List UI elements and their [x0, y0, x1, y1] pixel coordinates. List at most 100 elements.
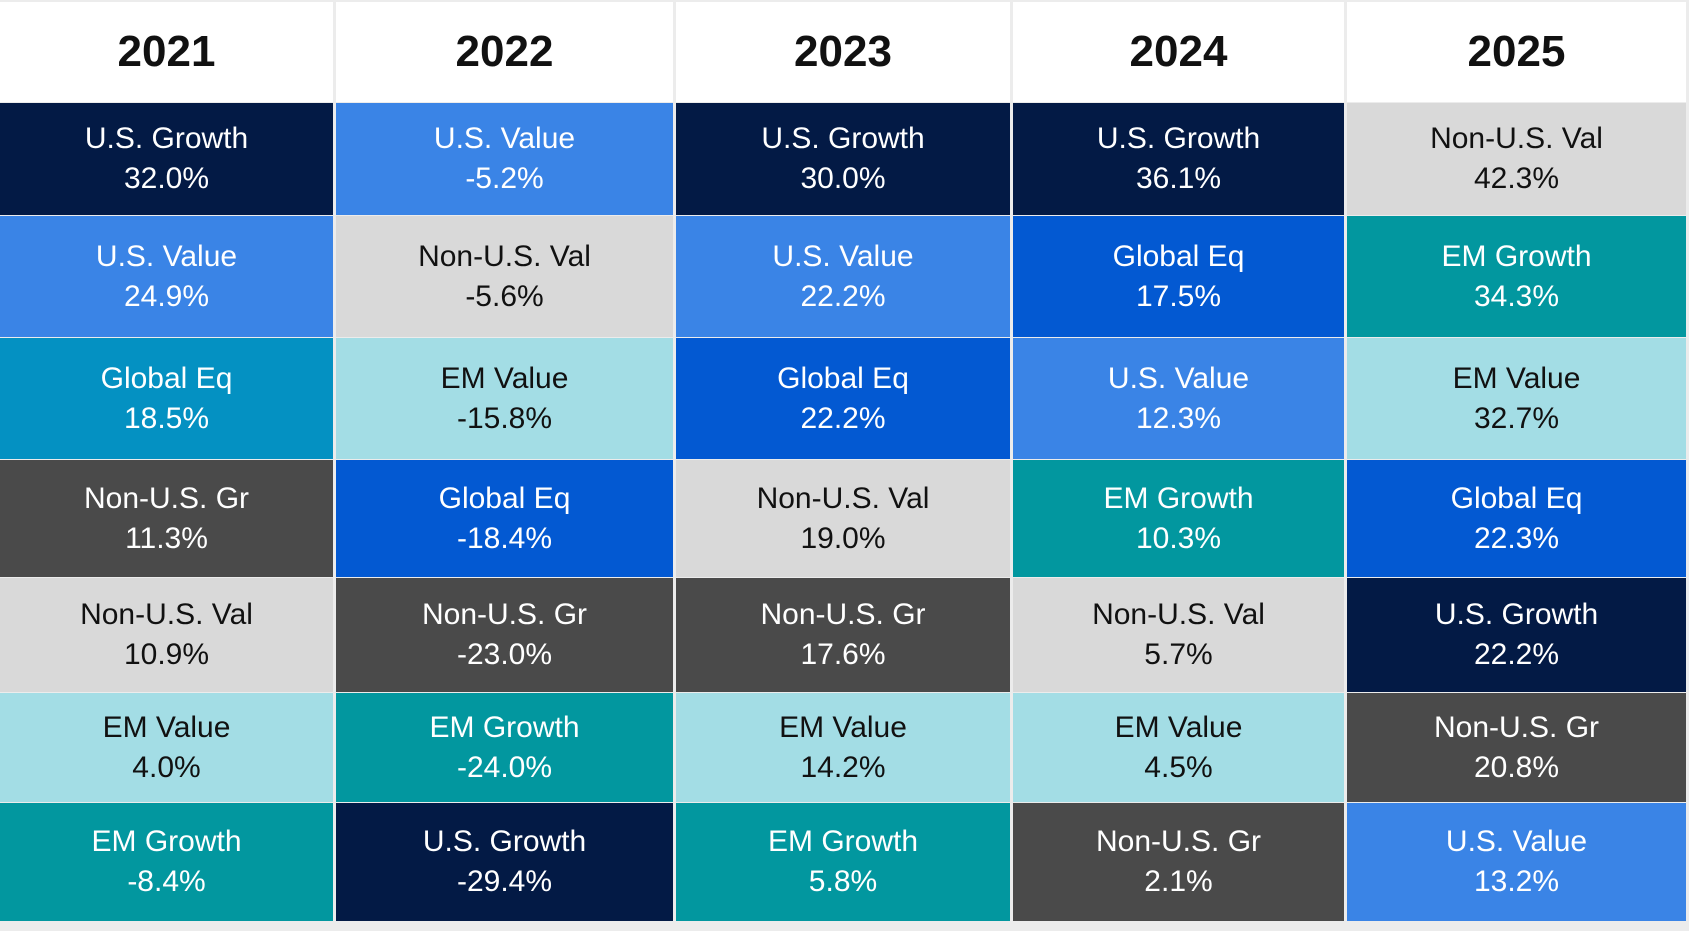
cell-label: Non-U.S. Gr [1095, 825, 1262, 858]
cell-label: EM Growth [1441, 239, 1592, 273]
cell-label: Non-U.S. Val [80, 598, 253, 631]
table-cell-2024-rank-2: Global Eq 17.5% [1013, 216, 1344, 337]
cell-value: 18.5% [123, 401, 210, 435]
cell-label: U.S. Value [1107, 361, 1250, 395]
table-cell-2024-rank-5: Non-U.S. Val 5.7% [1013, 578, 1344, 692]
cell-label: U.S. Growth [422, 825, 587, 858]
table-cell-2022-rank-4: Global Eq -18.4% [336, 460, 673, 577]
cell-label: EM Growth [429, 710, 580, 744]
cell-label: EM Value [440, 361, 569, 395]
cell-value: 2.1% [1144, 865, 1213, 898]
cell-value: -23.0% [456, 638, 553, 671]
cell-value: 20.8% [1473, 750, 1560, 784]
table-cell-2022-rank-1: U.S. Value -5.2% [336, 103, 673, 215]
cell-label: U.S. Growth [1434, 598, 1599, 631]
table-cell-2021-rank-5: Non-U.S. Val 10.9% [0, 578, 333, 692]
cell-value: 5.7% [1144, 638, 1213, 671]
cell-label: Global Eq [438, 481, 571, 515]
cell-label: EM Value [1114, 710, 1243, 744]
table-cell-2021-rank-6: EM Value 4.0% [0, 693, 333, 802]
cell-value: -8.4% [127, 865, 206, 898]
cell-value: 10.9% [123, 638, 210, 671]
cell-label: Non-U.S. Gr [83, 481, 250, 515]
cell-value: 22.2% [800, 279, 886, 313]
cell-value: 5.8% [808, 865, 878, 898]
cell-label: Global Eq [1450, 481, 1583, 515]
table-cell-2025-rank-3: EM Value 32.7% [1347, 338, 1686, 459]
cell-value: 24.9% [123, 279, 210, 313]
cell-label: U.S. Value [95, 239, 238, 273]
cell-label: Non-U.S. Val [1430, 122, 1603, 155]
cell-label: U.S. Growth [761, 122, 925, 155]
cell-label: EM Value [779, 710, 907, 744]
table-cell-2024-rank-3: U.S. Value 12.3% [1013, 338, 1344, 459]
cell-label: U.S. Growth [84, 122, 249, 155]
cell-value: -15.8% [456, 401, 553, 435]
table-cell-2023-rank-5: Non-U.S. Gr 17.6% [676, 578, 1010, 692]
cell-label: Global Eq [777, 361, 909, 395]
cell-value: 34.3% [1473, 279, 1560, 313]
cell-label: EM Value [102, 710, 231, 744]
cell-value: 17.6% [800, 638, 886, 671]
cell-value: 30.0% [800, 162, 886, 195]
table-cell-2022-rank-3: EM Value -15.8% [336, 338, 673, 459]
table-cell-2022-rank-7: U.S. Growth -29.4% [336, 803, 673, 921]
table-cell-2024-rank-4: EM Growth 10.3% [1013, 460, 1344, 577]
cell-value: 13.2% [1473, 865, 1560, 898]
table-cell-2025-rank-7: U.S. Value 13.2% [1347, 803, 1686, 921]
table-cell-2025-rank-4: Global Eq 22.3% [1347, 460, 1686, 577]
table-cell-2022-rank-5: Non-U.S. Gr -23.0% [336, 578, 673, 692]
cell-value: -5.6% [465, 279, 544, 313]
cell-value: 22.2% [800, 401, 886, 435]
cell-value: 10.3% [1135, 521, 1222, 555]
column-header-2022: 2022 [336, 2, 673, 102]
table-cell-2021-rank-7: EM Growth -8.4% [0, 803, 333, 921]
cell-value: 19.0% [800, 521, 886, 555]
cell-value: 32.7% [1473, 401, 1560, 435]
cell-label: EM Growth [767, 825, 919, 858]
cell-label: Non-U.S. Gr [760, 598, 926, 631]
table-cell-2023-rank-1: U.S. Growth 30.0% [676, 103, 1010, 215]
cell-value: 22.2% [1473, 638, 1560, 671]
table-cell-2025-rank-1: Non-U.S. Val 42.3% [1347, 103, 1686, 215]
cell-value: 12.3% [1135, 401, 1222, 435]
table-cell-2021-rank-4: Non-U.S. Gr 11.3% [0, 460, 333, 577]
table-cell-2022-rank-6: EM Growth -24.0% [336, 693, 673, 802]
cell-label: Non-U.S. Val [418, 239, 591, 273]
cell-value: 17.5% [1135, 279, 1222, 313]
cell-value: -24.0% [456, 750, 553, 784]
table-cell-2024-rank-7: Non-U.S. Gr 2.1% [1013, 803, 1344, 921]
cell-value: 32.0% [123, 162, 210, 195]
table-cell-2025-rank-2: EM Growth 34.3% [1347, 216, 1686, 337]
table-cell-2024-rank-6: EM Value 4.5% [1013, 693, 1344, 802]
cell-value: -29.4% [456, 865, 553, 898]
cell-label: U.S. Value [433, 122, 576, 155]
table-cell-2022-rank-2: Non-U.S. Val -5.6% [336, 216, 673, 337]
cell-label: EM Growth [1103, 481, 1254, 515]
column-header-2025: 2025 [1347, 2, 1686, 102]
cell-label: Non-U.S. Gr [1433, 710, 1600, 744]
cell-label: U.S. Value [772, 239, 914, 273]
cell-value: -18.4% [456, 521, 553, 555]
table-cell-2021-rank-1: U.S. Growth 32.0% [0, 103, 333, 215]
table-cell-2023-rank-7: EM Growth 5.8% [676, 803, 1010, 921]
cell-label: U.S. Value [1445, 825, 1588, 858]
cell-label: Global Eq [100, 361, 233, 395]
cell-label: Non-U.S. Val [756, 481, 930, 515]
cell-value: 4.0% [132, 750, 201, 784]
cell-value: 42.3% [1473, 162, 1560, 195]
table-cell-2021-rank-3: Global Eq 18.5% [0, 338, 333, 459]
cell-value: 14.2% [800, 750, 886, 784]
cell-label: EM Growth [91, 825, 242, 858]
cell-label: Non-U.S. Gr [421, 598, 588, 631]
table-cell-2021-rank-2: U.S. Value 24.9% [0, 216, 333, 337]
table-cell-2025-rank-6: Non-U.S. Gr 20.8% [1347, 693, 1686, 802]
cell-label: EM Value [1452, 361, 1581, 395]
table-cell-2025-rank-5: U.S. Growth 22.2% [1347, 578, 1686, 692]
table-cell-2023-rank-4: Non-U.S. Val 19.0% [676, 460, 1010, 577]
cell-value: 4.5% [1144, 750, 1213, 784]
cell-label: Non-U.S. Val [1092, 598, 1265, 631]
table-cell-2024-rank-1: U.S. Growth 36.1% [1013, 103, 1344, 215]
cell-label: U.S. Growth [1096, 122, 1261, 155]
table-cell-2023-rank-6: EM Value 14.2% [676, 693, 1010, 802]
